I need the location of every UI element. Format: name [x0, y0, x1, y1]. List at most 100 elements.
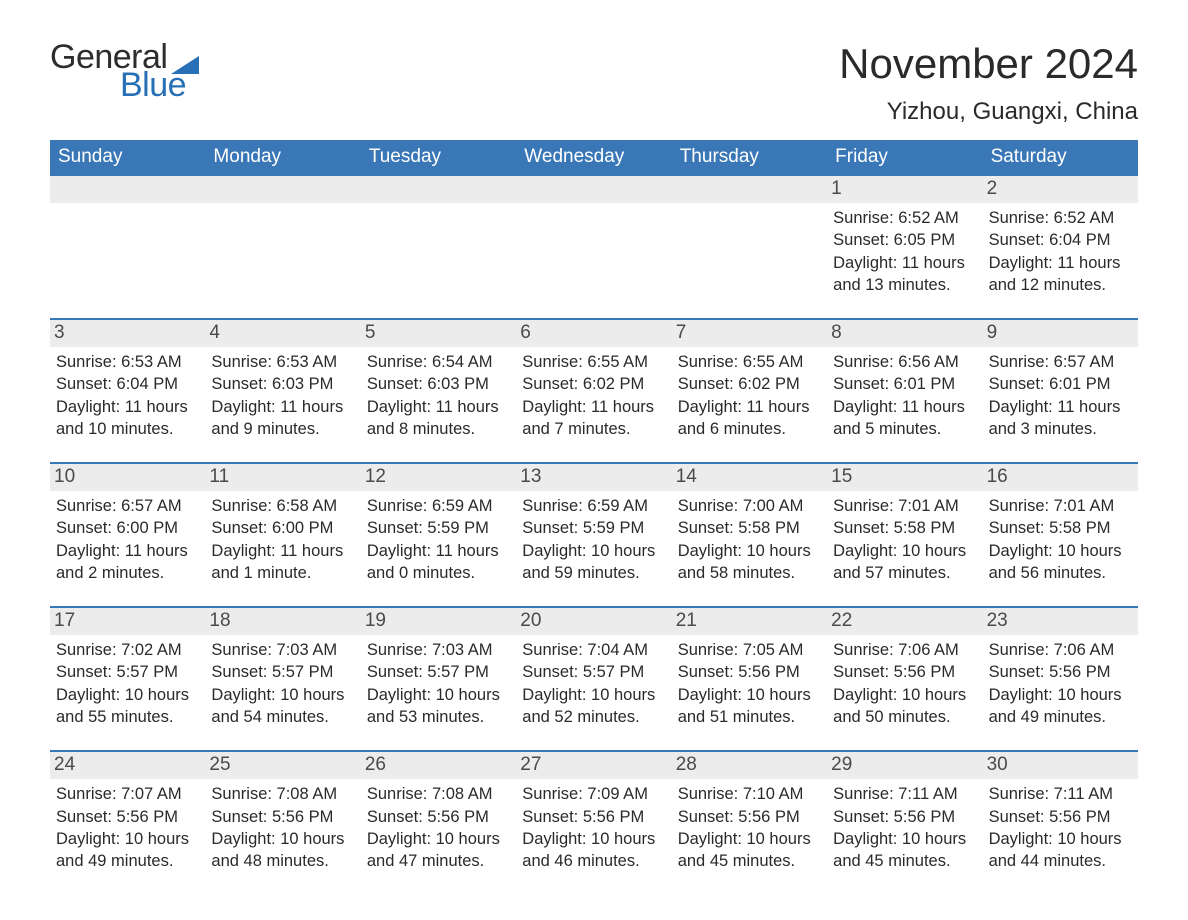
week-row: 24Sunrise: 7:07 AMSunset: 5:56 PMDayligh…: [50, 750, 1138, 880]
sunrise-text: Sunrise: 7:10 AM: [678, 783, 821, 805]
sunset-text: Sunset: 5:56 PM: [989, 806, 1132, 828]
daylight-text: Daylight: 10 hours and 44 minutes.: [989, 828, 1132, 873]
day-number: 19: [361, 608, 516, 635]
day-number: 3: [50, 320, 205, 347]
day-cell: 23Sunrise: 7:06 AMSunset: 5:56 PMDayligh…: [983, 608, 1138, 736]
day-number: 13: [516, 464, 671, 491]
daylight-text: Daylight: 10 hours and 50 minutes.: [833, 684, 976, 729]
day-body: Sunrise: 7:06 AMSunset: 5:56 PMDaylight:…: [987, 639, 1134, 728]
sunset-text: Sunset: 6:04 PM: [56, 373, 199, 395]
day-body: Sunrise: 6:54 AMSunset: 6:03 PMDaylight:…: [365, 351, 512, 440]
daylight-text: Daylight: 10 hours and 55 minutes.: [56, 684, 199, 729]
sunrise-text: Sunrise: 7:04 AM: [522, 639, 665, 661]
day-body: Sunrise: 7:02 AMSunset: 5:57 PMDaylight:…: [54, 639, 201, 728]
daylight-text: Daylight: 10 hours and 48 minutes.: [211, 828, 354, 873]
day-number: 18: [205, 608, 360, 635]
day-number: 8: [827, 320, 982, 347]
day-cell: 22 Sunrise: 7:06 AMSunset: 5:56 PMDayligh…: [827, 608, 982, 736]
day-body: Sunrise: 7:03 AMSunset: 5:57 PMDaylight:…: [365, 639, 512, 728]
sunset-text: Sunset: 5:58 PM: [989, 517, 1132, 539]
day-body: Sunrise: 7:03 AMSunset: 5:57 PMDaylight:…: [209, 639, 356, 728]
day-body: Sunrise: 6:53 AMSunset: 6:04 PMDaylight:…: [54, 351, 201, 440]
day-cell: 2 Sunrise: 6:52 AMSunset: 6:04 PMDaylight…: [983, 176, 1138, 304]
day-body: Sunrise: 7:10 AMSunset: 5:56 PMDaylight:…: [676, 783, 823, 872]
day-number: 29: [827, 752, 982, 779]
sunrise-text: Sunrise: 7:09 AM: [522, 783, 665, 805]
sunset-text: Sunset: 5:57 PM: [211, 661, 354, 683]
daylight-text: Daylight: 10 hours and 52 minutes.: [522, 684, 665, 729]
sunrise-text: Sunrise: 6:57 AM: [989, 351, 1132, 373]
week-row: 10 Sunrise: 6:57 AMSunset: 6:00 PMDayligh…: [50, 462, 1138, 592]
sunrise-text: Sunrise: 6:56 AM: [833, 351, 976, 373]
day-number: 22: [827, 608, 982, 635]
day-cell: [361, 176, 516, 304]
sunset-text: Sunset: 6:03 PM: [367, 373, 510, 395]
week-row: 1Sunrise: 6:52 AMSunset: 6:05 PMDaylight…: [50, 176, 1138, 304]
day-number: 1: [827, 176, 982, 203]
day-cell: 14Sunrise: 7:00 AMSunset: 5:58 PMDayligh…: [672, 464, 827, 592]
day-cell: 18 Sunrise: 7:03 AMSunset: 5:57 PMDayligh…: [205, 608, 360, 736]
day-body: Sunrise: 7:11 AMSunset: 5:56 PMDaylight:…: [987, 783, 1134, 872]
sunset-text: Sunset: 5:58 PM: [833, 517, 976, 539]
day-cell: 29 Sunrise: 7:11 AMSunset: 5:56 PMDayligh…: [827, 752, 982, 880]
day-number: 24: [50, 752, 205, 779]
sunrise-text: Sunrise: 7:02 AM: [56, 639, 199, 661]
day-number: 2: [983, 176, 1138, 203]
daylight-text: Daylight: 10 hours and 56 minutes.: [989, 540, 1132, 585]
week-row: 3Sunrise: 6:53 AMSunset: 6:04 PMDaylight…: [50, 318, 1138, 448]
day-number: 9: [983, 320, 1138, 347]
day-number: 30: [983, 752, 1138, 779]
sunrise-text: Sunrise: 7:01 AM: [833, 495, 976, 517]
title-block: November 2024 Yizhou, Guangxi, China: [839, 40, 1138, 126]
day-number: 5: [361, 320, 516, 347]
day-cell: [50, 176, 205, 304]
daylight-text: Daylight: 10 hours and 51 minutes.: [678, 684, 821, 729]
day-number: [516, 176, 671, 203]
sunset-text: Sunset: 6:05 PM: [833, 229, 976, 251]
sunset-text: Sunset: 5:56 PM: [211, 806, 354, 828]
weekday-sat: Saturday: [983, 140, 1138, 176]
day-number: 21: [672, 608, 827, 635]
sunset-text: Sunset: 5:57 PM: [522, 661, 665, 683]
daylight-text: Daylight: 10 hours and 59 minutes.: [522, 540, 665, 585]
day-body: Sunrise: 6:57 AMSunset: 6:00 PMDaylight:…: [54, 495, 201, 584]
sunrise-text: Sunrise: 7:03 AM: [211, 639, 354, 661]
day-cell: 13 Sunrise: 6:59 AMSunset: 5:59 PMDayligh…: [516, 464, 671, 592]
day-body: Sunrise: 7:06 AMSunset: 5:56 PMDaylight:…: [831, 639, 978, 728]
day-body: Sunrise: 6:55 AMSunset: 6:02 PMDaylight:…: [520, 351, 667, 440]
day-number: [361, 176, 516, 203]
day-body: Sunrise: 6:56 AMSunset: 6:01 PMDaylight:…: [831, 351, 978, 440]
day-number: 15: [827, 464, 982, 491]
day-body: Sunrise: 6:58 AMSunset: 6:00 PMDaylight:…: [209, 495, 356, 584]
day-body: Sunrise: 6:52 AMSunset: 6:04 PMDaylight:…: [987, 207, 1134, 296]
daylight-text: Daylight: 11 hours and 5 minutes.: [833, 396, 976, 441]
calendar: Sunday Monday Tuesday Wednesday Thursday…: [50, 140, 1138, 880]
day-number: 28: [672, 752, 827, 779]
day-cell: 25Sunrise: 7:08 AMSunset: 5:56 PMDayligh…: [205, 752, 360, 880]
weeks-container: 1Sunrise: 6:52 AMSunset: 6:05 PMDaylight…: [50, 176, 1138, 880]
sunset-text: Sunset: 6:03 PM: [211, 373, 354, 395]
sunrise-text: Sunrise: 7:05 AM: [678, 639, 821, 661]
day-number: 10: [50, 464, 205, 491]
day-body: Sunrise: 6:55 AMSunset: 6:02 PMDaylight:…: [676, 351, 823, 440]
day-body: Sunrise: 7:04 AMSunset: 5:57 PMDaylight:…: [520, 639, 667, 728]
daylight-text: Daylight: 11 hours and 3 minutes.: [989, 396, 1132, 441]
day-body: Sunrise: 7:08 AMSunset: 5:56 PMDaylight:…: [209, 783, 356, 872]
day-body: Sunrise: 6:59 AMSunset: 5:59 PMDaylight:…: [520, 495, 667, 584]
sunset-text: Sunset: 5:56 PM: [989, 661, 1132, 683]
day-cell: 6Sunrise: 6:55 AMSunset: 6:02 PMDaylight…: [516, 320, 671, 448]
sunrise-text: Sunrise: 7:11 AM: [833, 783, 976, 805]
sunset-text: Sunset: 5:56 PM: [522, 806, 665, 828]
day-number: [672, 176, 827, 203]
weekday-header-row: Sunday Monday Tuesday Wednesday Thursday…: [50, 140, 1138, 176]
sunset-text: Sunset: 6:00 PM: [56, 517, 199, 539]
daylight-text: Daylight: 10 hours and 57 minutes.: [833, 540, 976, 585]
sunrise-text: Sunrise: 6:53 AM: [211, 351, 354, 373]
day-body: Sunrise: 7:11 AMSunset: 5:56 PMDaylight:…: [831, 783, 978, 872]
day-cell: 4Sunrise: 6:53 AMSunset: 6:03 PMDaylight…: [205, 320, 360, 448]
sunset-text: Sunset: 5:57 PM: [56, 661, 199, 683]
day-body: Sunrise: 7:09 AMSunset: 5:56 PMDaylight:…: [520, 783, 667, 872]
day-cell: 30 Sunrise: 7:11 AMSunset: 5:56 PMDayligh…: [983, 752, 1138, 880]
sunrise-text: Sunrise: 7:01 AM: [989, 495, 1132, 517]
day-body: Sunrise: 7:05 AMSunset: 5:56 PMDaylight:…: [676, 639, 823, 728]
